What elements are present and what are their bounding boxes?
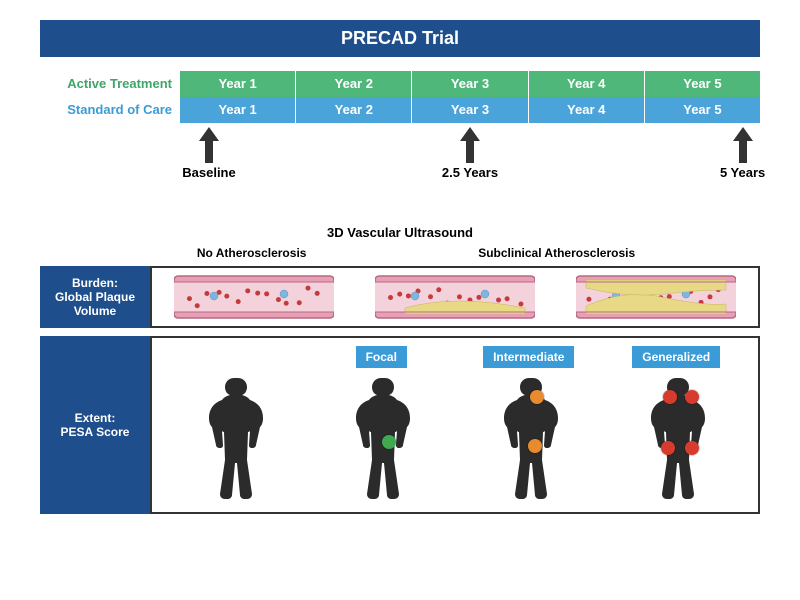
timeline-grid: Year 1 Year 2 Year 3 Year 4 Year 5 Year … (180, 71, 760, 167)
extent-tags-row: Focal Intermediate Generalized (160, 346, 750, 368)
figure-cell (603, 374, 751, 504)
timepoint-arrow (460, 127, 480, 141)
timepoint-label: 2.5 Years (442, 165, 498, 180)
no-athero-label: No Atherosclerosis (150, 246, 353, 260)
year-cell: Year 5 (645, 71, 760, 97)
timeline-block: Active Treatment Standard of Care Year 1… (40, 71, 760, 167)
extent-row: Extent:PESA Score Focal Intermediate Gen… (40, 336, 760, 514)
figures-row (160, 374, 750, 504)
human-silhouette (489, 374, 569, 504)
vessel-illustration (576, 274, 736, 320)
year-cell: Year 2 (296, 97, 412, 123)
year-cell: Year 4 (529, 71, 645, 97)
burden-row: Burden:Global PlaqueVolume (40, 266, 760, 328)
vessel-panel (150, 266, 760, 328)
title-bar: PRECAD Trial (40, 20, 760, 57)
year-cell: Year 3 (412, 71, 528, 97)
timeline-row-labels: Active Treatment Standard of Care (40, 71, 180, 123)
year-cell: Year 5 (645, 97, 760, 123)
standard-care-label: Standard of Care (40, 97, 172, 123)
category-labels: No Atherosclerosis Subclinical Atheroscl… (150, 246, 760, 260)
extent-tag-focal: Focal (356, 346, 407, 368)
extent-tag-intermediate: Intermediate (483, 346, 574, 368)
year-cell: Year 1 (180, 97, 296, 123)
burden-side-label: Burden:Global PlaqueVolume (40, 266, 150, 328)
infographic-container: PRECAD Trial Active Treatment Standard o… (0, 0, 800, 534)
plaque-dot (528, 439, 542, 453)
extent-side-label: Extent:PESA Score (40, 336, 150, 514)
standard-care-row: Year 1 Year 2 Year 3 Year 4 Year 5 (180, 97, 760, 123)
subclinical-label: Subclinical Atherosclerosis (353, 246, 760, 260)
human-silhouette (194, 374, 274, 504)
year-cell: Year 2 (296, 71, 412, 97)
figure-cell (160, 374, 308, 504)
timepoint-arrow (733, 127, 753, 141)
timepoint-label: 5 Years (720, 165, 765, 180)
vessel-illustration (174, 274, 334, 320)
plaque-dot (530, 390, 544, 404)
year-cell: Year 4 (529, 97, 645, 123)
figure-cell (308, 374, 456, 504)
timepoint-arrow (199, 127, 219, 141)
timepoint-label: Baseline (182, 165, 235, 180)
arrow-row: Baseline2.5 Years5 Years (180, 127, 760, 167)
figure-cell (455, 374, 603, 504)
vessel-illustration (375, 274, 535, 320)
extent-panel: Focal Intermediate Generalized (150, 336, 760, 514)
year-cell: Year 1 (180, 71, 296, 97)
extent-tag-empty (160, 346, 308, 368)
human-silhouette (636, 374, 716, 504)
active-treatment-label: Active Treatment (40, 71, 172, 97)
year-cell: Year 3 (412, 97, 528, 123)
human-silhouette (341, 374, 421, 504)
ultrasound-label: 3D Vascular Ultrasound (40, 225, 760, 240)
active-treatment-row: Year 1 Year 2 Year 3 Year 4 Year 5 (180, 71, 760, 97)
extent-tag-generalized: Generalized (632, 346, 720, 368)
